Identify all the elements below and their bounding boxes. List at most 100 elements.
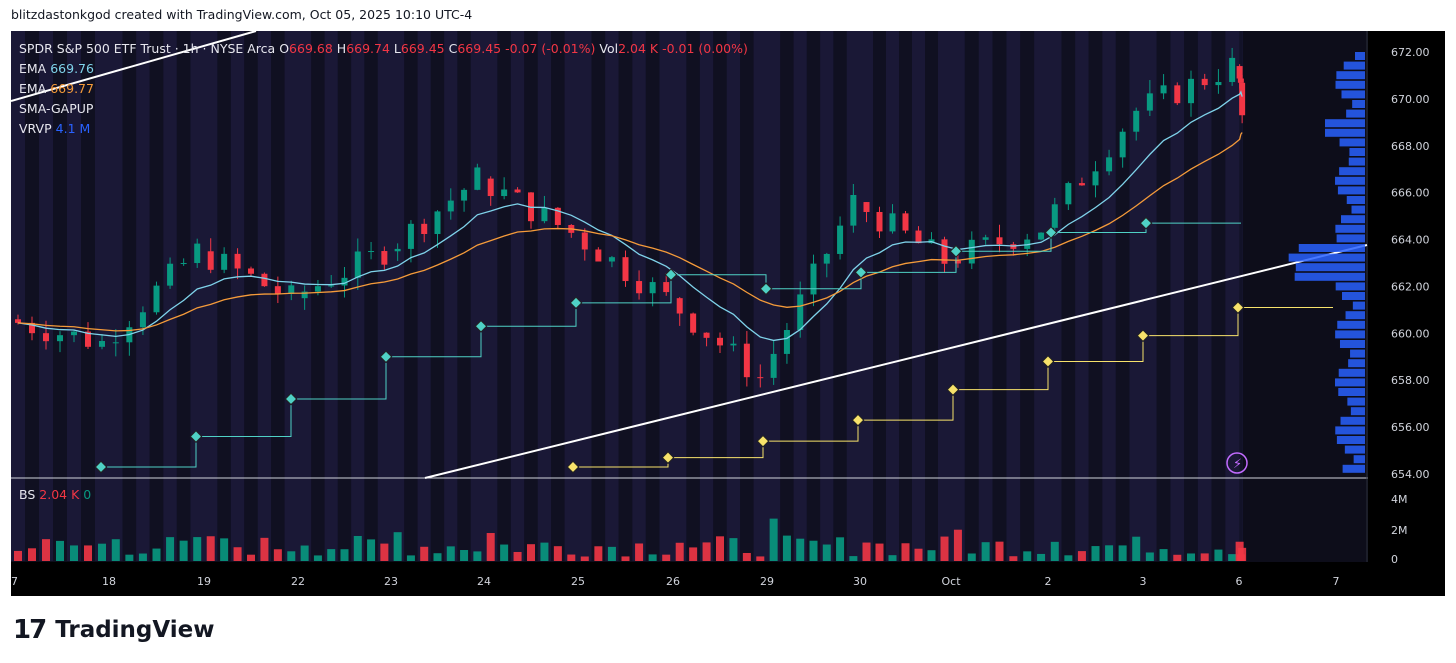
volume-bar xyxy=(1200,553,1209,561)
session-band xyxy=(978,31,993,561)
sma-gapup-lower-marker xyxy=(1231,301,1245,314)
vrvp-bar xyxy=(1339,167,1365,176)
volume-bar xyxy=(138,553,147,561)
candle-body xyxy=(112,342,119,344)
session-band xyxy=(1242,31,1243,561)
session-band xyxy=(444,31,458,561)
session-band xyxy=(391,31,405,561)
volume-bar xyxy=(1228,554,1237,561)
vrvp-bar xyxy=(1336,71,1365,80)
sma-gapup-row[interactable]: SMA-GAPUP xyxy=(19,99,748,119)
volume-bar xyxy=(1023,551,1032,561)
volume-bar xyxy=(607,546,616,561)
session-band xyxy=(95,31,109,561)
volume-bar xyxy=(1118,545,1127,561)
vrvp-bar xyxy=(1298,244,1365,252)
volume-bar xyxy=(179,540,188,561)
session-band xyxy=(1241,31,1242,561)
volume-bar xyxy=(1064,555,1073,561)
candle-body xyxy=(889,213,896,232)
session-band xyxy=(109,31,123,561)
volume-bar xyxy=(166,537,175,561)
attribution-text: blitzdastonkgod created with TradingView… xyxy=(11,7,473,22)
price-tick-label: 672.00 xyxy=(1391,46,1430,59)
candle-body xyxy=(167,263,174,286)
volume-bar xyxy=(446,546,455,561)
volume-bar xyxy=(1077,551,1086,561)
candle-body xyxy=(153,285,160,313)
sma-gapup-upper-marker xyxy=(949,244,963,258)
vrvp-bar xyxy=(1335,176,1365,185)
volume-bar xyxy=(486,533,495,561)
candle-body xyxy=(1174,85,1181,104)
session-band xyxy=(551,31,565,561)
vrvp-bar xyxy=(1350,407,1365,416)
candle-body xyxy=(770,353,777,378)
session-band xyxy=(1075,31,1089,561)
session-band xyxy=(484,31,498,561)
candle-body xyxy=(1160,85,1167,94)
vrvp-row[interactable]: VRVP 4.1 M xyxy=(19,119,748,139)
volume-bar xyxy=(862,542,871,561)
volume-bar xyxy=(662,554,671,561)
volume-tick-label: 0 xyxy=(1391,553,1398,566)
sma-gapup-lower-marker xyxy=(1041,355,1055,368)
candlestick-chart[interactable]: 672.00 670.00 668.00 666.00 664.00 662.00 660.… xyxy=(11,31,1445,596)
ema-fast-row[interactable]: EMA 669.76 xyxy=(19,59,748,79)
volume-bar xyxy=(340,549,349,561)
vol-label: Vol xyxy=(599,41,619,56)
vrvp-bar xyxy=(1341,215,1365,224)
candle-body xyxy=(71,331,77,336)
session-band xyxy=(605,31,619,561)
time-tick-label: 19 xyxy=(197,575,211,588)
session-band xyxy=(364,31,378,561)
candle-body xyxy=(487,178,494,197)
volume-bar xyxy=(567,554,576,561)
vrvp-bar xyxy=(1346,196,1365,204)
candle-body xyxy=(381,251,388,265)
session-band xyxy=(230,31,245,561)
candle-body xyxy=(447,200,454,212)
vrvp-bar xyxy=(1339,340,1365,348)
vrvp-bar xyxy=(1352,301,1365,310)
time-tick-label: 25 xyxy=(571,575,585,588)
candle-body xyxy=(421,223,428,234)
candle-body xyxy=(501,189,508,197)
sma-gapup-lower-marker xyxy=(1136,329,1150,343)
session-band xyxy=(470,31,484,561)
candle-body xyxy=(234,253,241,269)
volume-bar xyxy=(460,550,469,561)
session-band xyxy=(591,31,606,561)
session-band xyxy=(81,31,95,561)
vrvp-bar xyxy=(1345,311,1365,320)
session-band xyxy=(25,31,39,561)
candle-body xyxy=(902,213,909,231)
ema-slow-row[interactable]: EMA 669.77 xyxy=(19,79,748,99)
candle-body xyxy=(1092,171,1099,186)
session-band xyxy=(873,31,886,561)
candle-body xyxy=(474,167,481,190)
candle-body xyxy=(941,239,948,264)
candle-body xyxy=(863,202,870,212)
volume-tick-label: 4M xyxy=(1391,493,1408,506)
session-band xyxy=(1239,31,1240,561)
volume-bar xyxy=(287,551,296,561)
volume-bar xyxy=(313,555,322,561)
session-band xyxy=(351,31,365,561)
chart-panel[interactable]: 672.00 670.00 668.00 666.00 664.00 662.00 660.… xyxy=(11,31,1445,596)
volume-bar xyxy=(967,553,976,561)
candle-body xyxy=(139,312,146,328)
volume-bar xyxy=(1037,553,1046,561)
candle-body xyxy=(301,291,308,299)
vrvp-bar xyxy=(1336,234,1365,243)
candle-body xyxy=(608,257,615,262)
volume-bar xyxy=(433,553,442,561)
bs-legend[interactable]: BS 2.04 K 0 xyxy=(19,487,91,502)
session-band xyxy=(564,31,578,561)
vrvp-bar xyxy=(1294,272,1365,281)
session-band xyxy=(740,31,754,561)
low-label: L xyxy=(393,41,401,56)
vrvp-bar xyxy=(1346,109,1365,118)
vrvp-bar xyxy=(1341,90,1365,99)
volume-bar xyxy=(716,536,724,561)
